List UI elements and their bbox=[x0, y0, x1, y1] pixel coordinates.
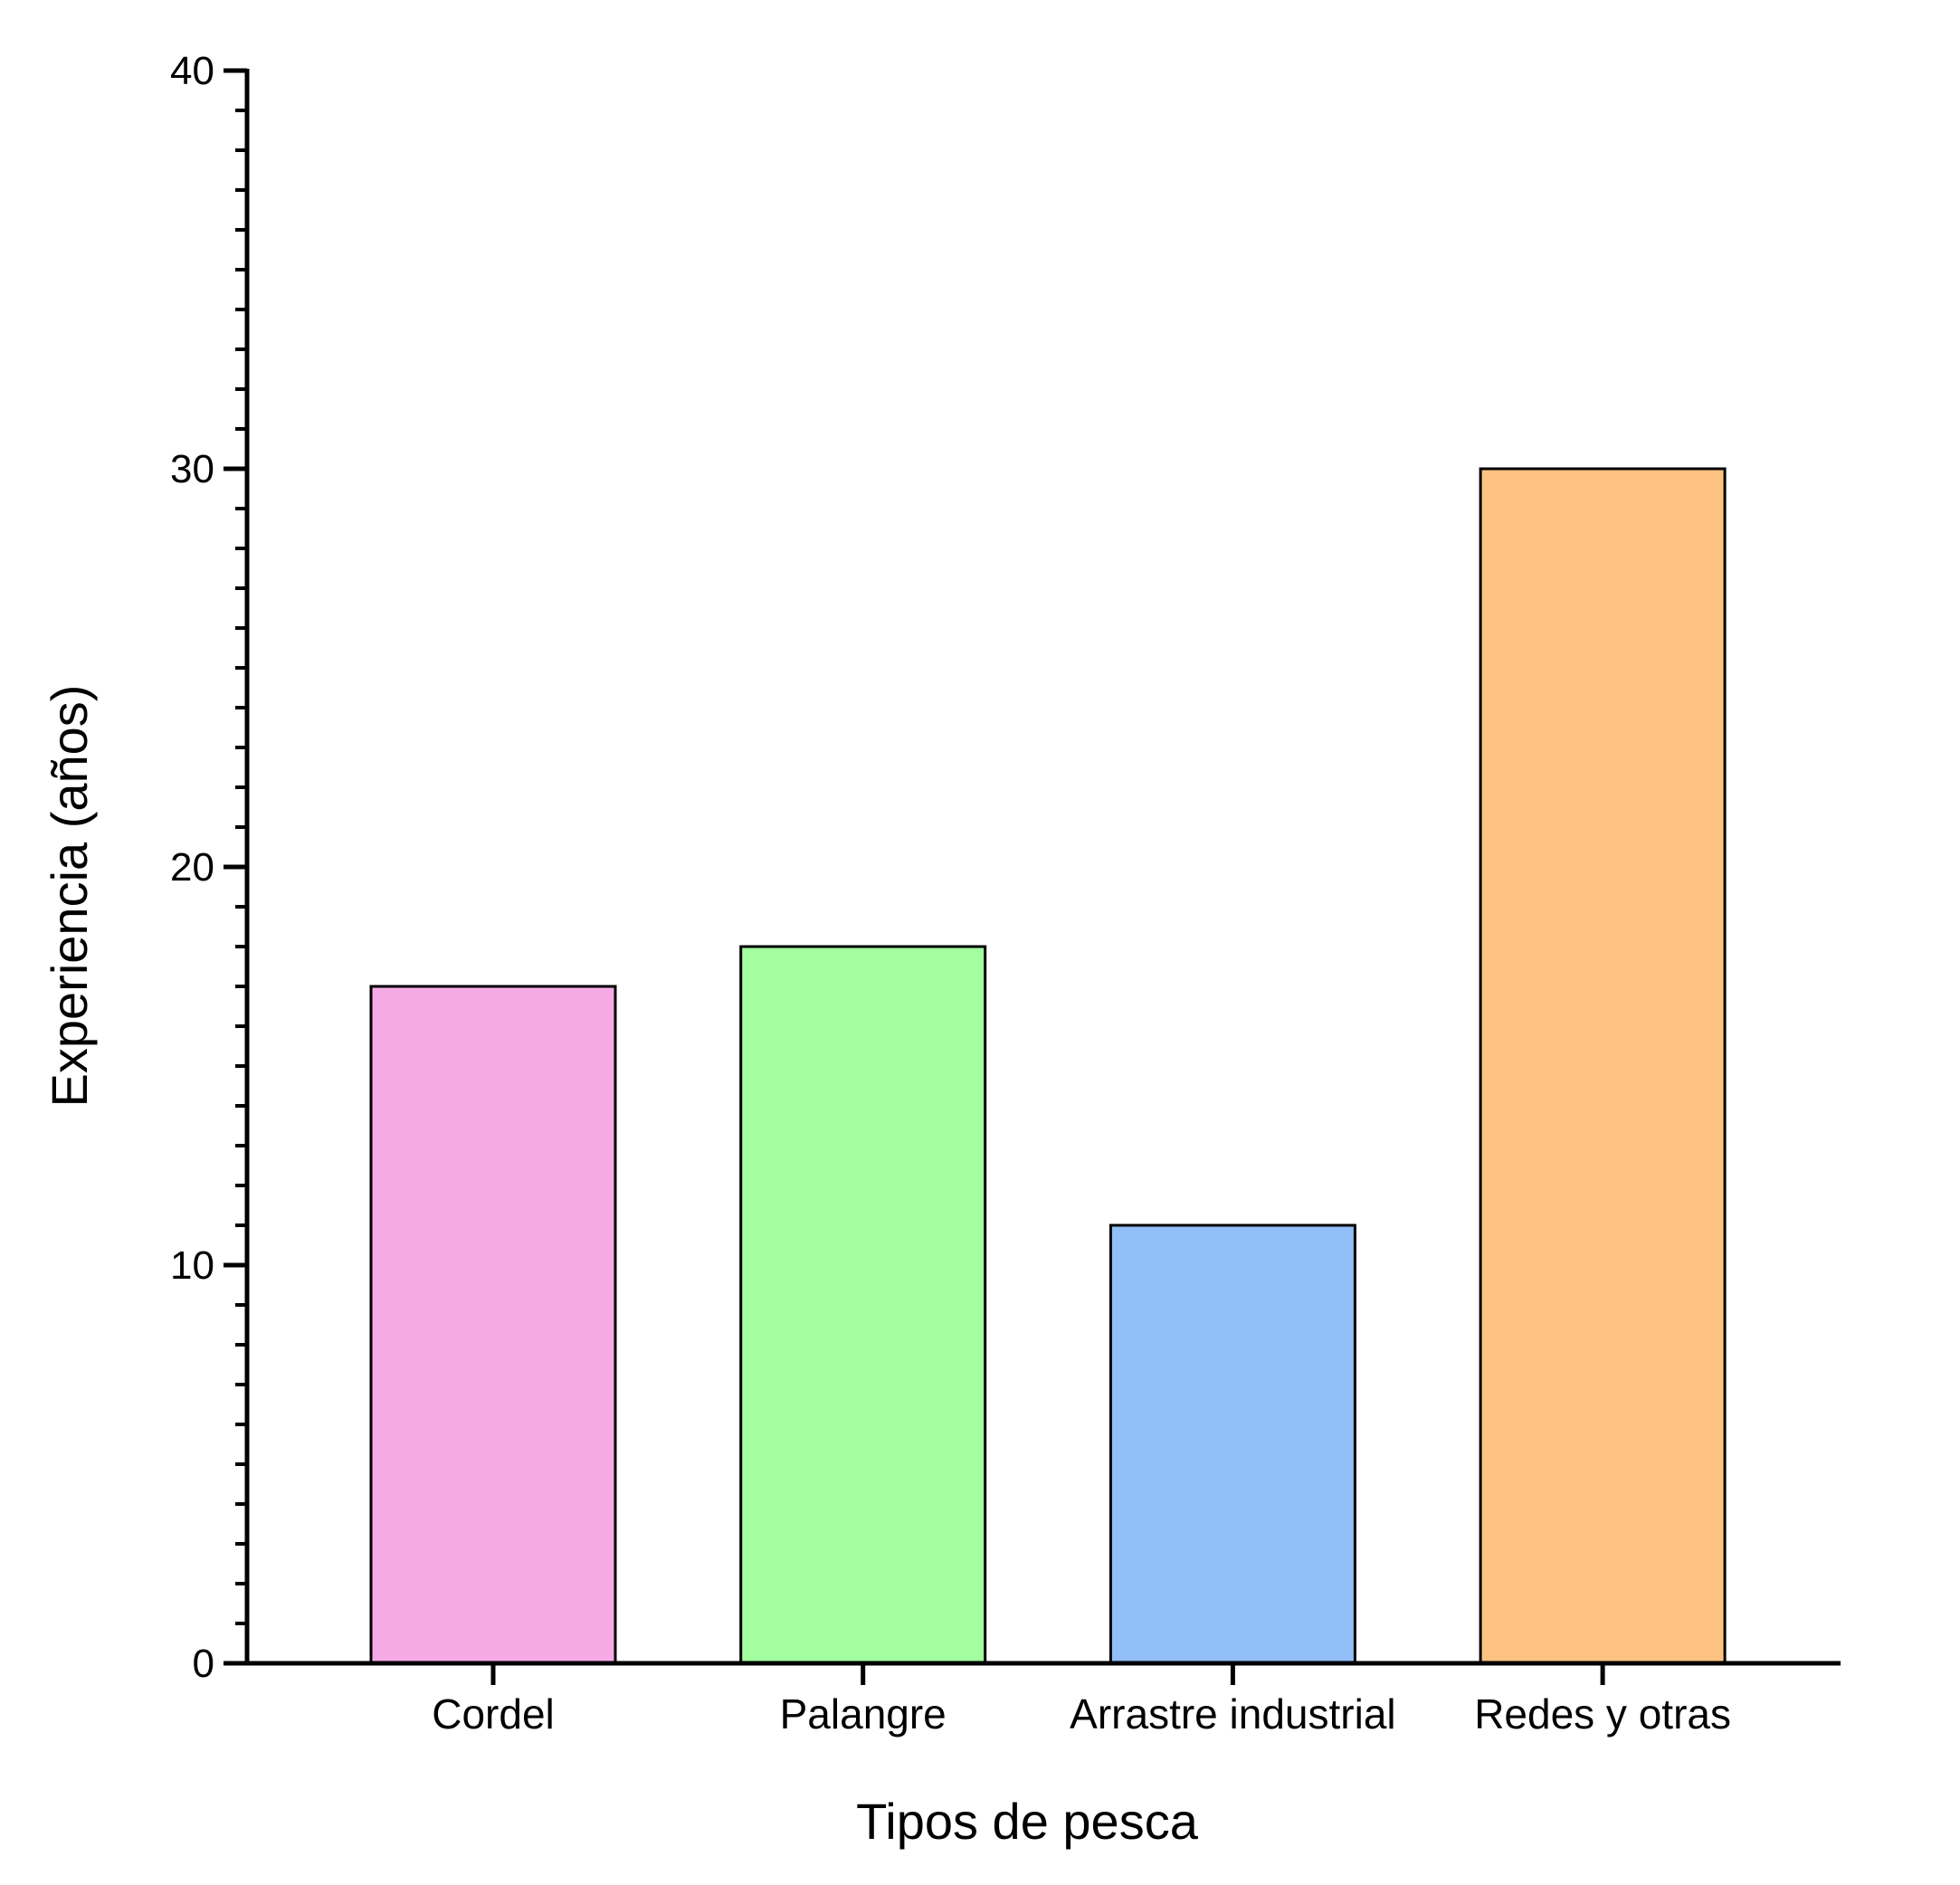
y-tick-label: 30 bbox=[170, 447, 214, 491]
y-tick-label: 10 bbox=[170, 1243, 214, 1288]
y-tick-label: 40 bbox=[170, 49, 214, 93]
x-tick-label: Arrastre industrial bbox=[1070, 1690, 1395, 1737]
bar-arrastre-industrial bbox=[1108, 1223, 1356, 1665]
bar-cordel bbox=[369, 985, 617, 1665]
y-tick-label: 20 bbox=[170, 845, 214, 890]
x-tick-label: Redes y otras bbox=[1474, 1690, 1731, 1737]
x-axis-title: Tipos de pesca bbox=[856, 1793, 1199, 1850]
x-tick-label: Palangre bbox=[780, 1690, 947, 1737]
x-axis-ticks: Cordel Palangre Arrastre industrial Redes y… bbox=[432, 1663, 1731, 1737]
bar-redes-y-otras bbox=[1479, 467, 1727, 1665]
x-tick-label: Cordel bbox=[432, 1690, 555, 1737]
y-axis-ticks: 0 10 20 30 40 bbox=[170, 49, 247, 1686]
bars-group bbox=[369, 467, 1727, 1665]
bar-palangre bbox=[739, 945, 987, 1665]
y-tick-label: 0 bbox=[193, 1642, 214, 1686]
y-axis-title: Experiencia (años) bbox=[41, 685, 98, 1108]
